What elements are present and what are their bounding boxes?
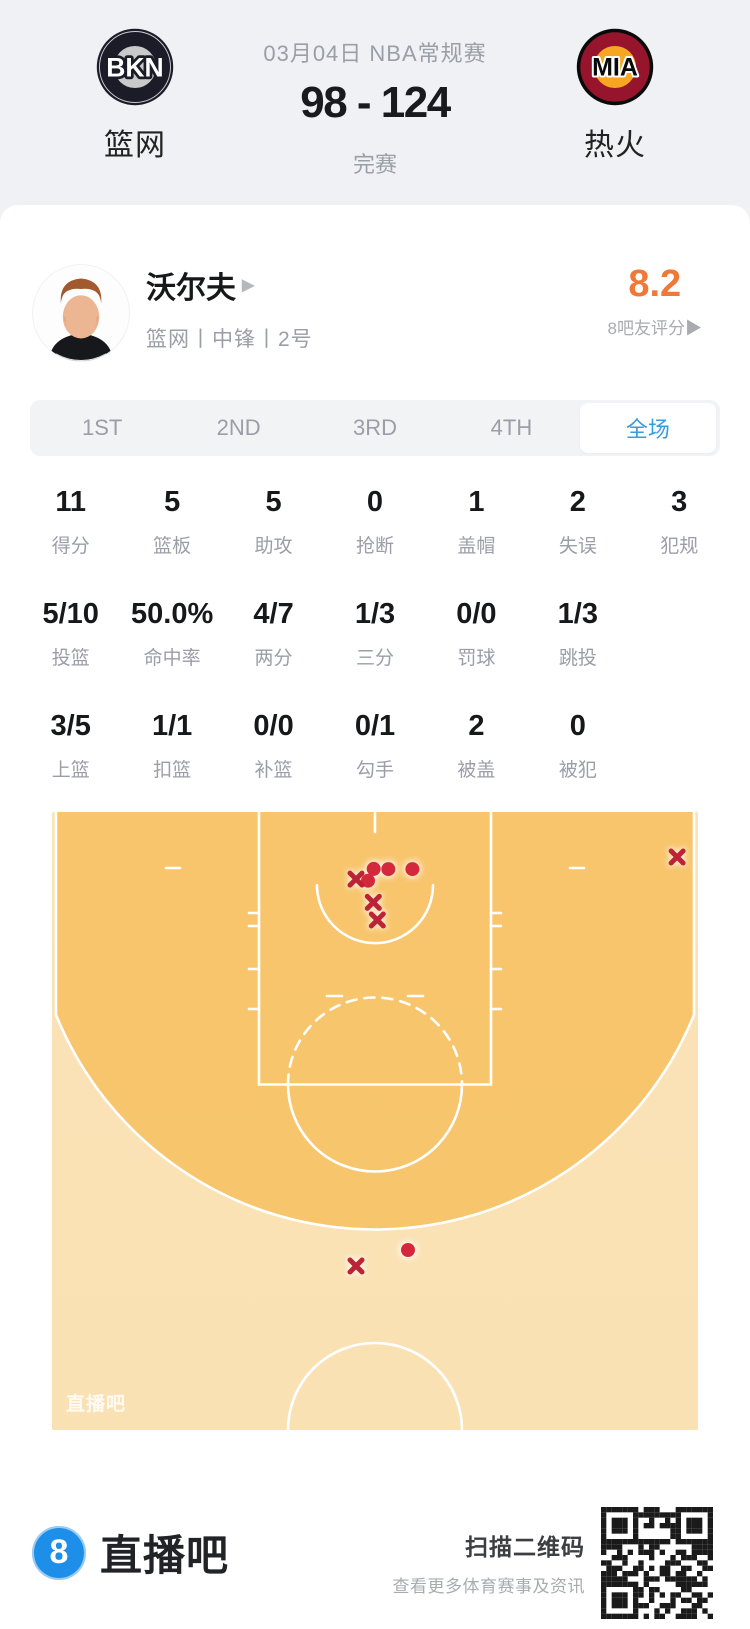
svg-text:MIA: MIA: [592, 54, 638, 82]
svg-text:BKN: BKN: [106, 52, 163, 82]
